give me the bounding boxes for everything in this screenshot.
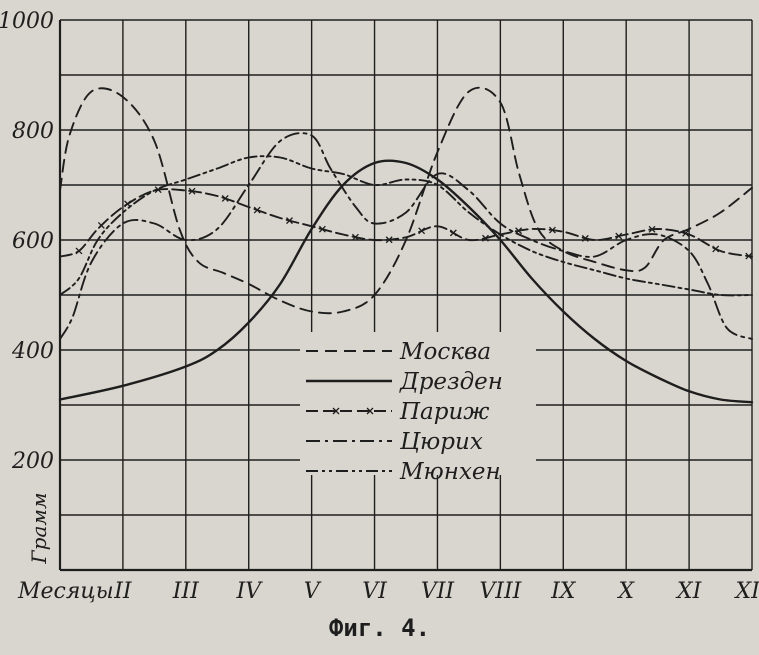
x-tick-label: VIII (479, 579, 522, 604)
series-line-1 (59, 86, 753, 315)
chart-grid (59, 19, 753, 571)
y-tick-label: 200 (11, 449, 54, 474)
series-cross-marker (385, 236, 393, 244)
series-cross-marker (286, 217, 293, 225)
x-tick-label: XII (733, 579, 759, 604)
series-line-4 (59, 132, 753, 340)
y-tick-label: 400 (11, 339, 54, 364)
x-tick-label: IV (235, 579, 263, 604)
series-line-5 (59, 155, 753, 297)
series-cross-marker (581, 234, 589, 242)
series-line-3 (59, 188, 753, 258)
series-cross-marker (648, 225, 656, 233)
series-cross-marker (548, 226, 556, 234)
y-tick-label: 800 (12, 119, 54, 144)
series-cross-marker (253, 206, 261, 214)
x-tick-label: VII (421, 579, 456, 604)
series-cross-marker (682, 229, 690, 237)
series-cross-marker (515, 227, 523, 235)
series-cross-marker (351, 233, 359, 241)
x-tick-label: X (616, 579, 635, 604)
x-tick-label: III (172, 579, 200, 604)
series-cross-marker (97, 221, 105, 229)
series-cross-marker (615, 232, 623, 240)
legend-label: Цюрих (399, 429, 483, 455)
x-tick-label: IX (550, 579, 577, 604)
series-cross-marker (188, 187, 196, 195)
series-cross-marker (221, 194, 229, 202)
series-cross-marker (75, 247, 83, 255)
x-tick-label: VI (362, 579, 388, 604)
series-cross-marker (745, 252, 753, 260)
legend-cross-marker (366, 407, 374, 415)
legend: Москва Дрезден Париж Цюрих Мюнхен (300, 332, 536, 485)
line-chart: Москва Дрезден Париж Цюрих Мюнхен 200 400 600 8… (0, 9, 759, 604)
legend-label: Дрезден (399, 369, 503, 395)
legend-label: Мюнхен (399, 459, 501, 485)
series-cross-marker (318, 225, 326, 233)
figure-caption: Фиг. 4. (328, 614, 431, 642)
series-cross-marker (449, 229, 457, 237)
series-cross-marker (712, 245, 720, 253)
y-axis-label: Грамм (27, 492, 51, 564)
y-tick-label: 1000 (0, 9, 54, 34)
legend-label: Москва (399, 339, 491, 365)
legend-label: Париж (399, 399, 489, 425)
x-tick-label: V (304, 579, 322, 604)
x-tick-label: XI (675, 579, 703, 604)
x-tick-label: II (113, 579, 133, 604)
series-layer (58, 86, 754, 404)
legend-cross-marker (332, 407, 340, 415)
y-tick-label: 600 (12, 229, 54, 254)
series-cross-marker (418, 227, 426, 235)
series-cross-marker (482, 234, 489, 242)
series-line-2 (58, 159, 754, 404)
legend-background (300, 332, 536, 475)
x-axis-label: Месяцы (17, 579, 114, 604)
